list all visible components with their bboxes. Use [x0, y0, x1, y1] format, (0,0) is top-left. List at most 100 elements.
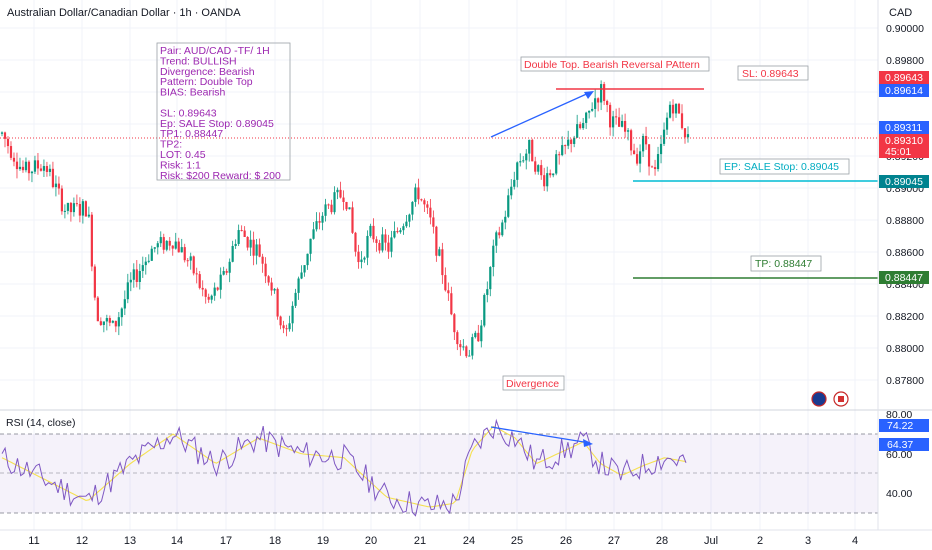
info-line: Trend: BULLISH: [160, 55, 237, 67]
cad-flag-leaf: [838, 396, 844, 402]
candle-body: [585, 112, 588, 123]
candle-body: [96, 297, 99, 322]
candle-body: [513, 179, 516, 187]
candle-body: [69, 202, 72, 213]
candle-body: [333, 192, 336, 213]
candle-body: [686, 134, 690, 138]
rsi-line: [1, 418, 687, 517]
time-tick-label: 25: [511, 535, 523, 547]
price-tick-label: 0.88600: [886, 247, 924, 259]
rsi-divergence-arrow[interactable]: [490, 426, 591, 444]
candle-body: [357, 251, 360, 263]
candle-body: [414, 187, 417, 202]
time-tick-label: 2: [757, 535, 763, 547]
candle-body: [393, 231, 396, 238]
candle-body: [123, 299, 126, 309]
candle-body: [75, 203, 78, 205]
rsi-scale[interactable]: 80.00 60.00 40.00: [886, 409, 912, 500]
candle-body: [525, 153, 528, 161]
candle-body: [156, 243, 159, 248]
candle-body: [354, 232, 357, 252]
candle-body: [144, 261, 147, 266]
candle-body: [117, 317, 120, 327]
time-tick-label: 20: [365, 535, 377, 547]
candle-body: [644, 136, 648, 145]
candle-body: [27, 161, 31, 174]
candle-body: [456, 332, 459, 345]
candle-body: [372, 225, 375, 240]
candle-body: [153, 247, 156, 249]
candle-body: [102, 321, 105, 325]
candle-body: [435, 226, 438, 256]
upper-price-text: 0.89311: [885, 122, 922, 134]
candle-body: [423, 200, 426, 205]
time-tick-label: 17: [220, 535, 232, 547]
candle-body: [249, 239, 252, 248]
info-line: Ep: SALE Stop: 0.89045: [160, 118, 274, 130]
high-price-text: 0.89614: [885, 85, 923, 97]
candle-body: [573, 137, 576, 144]
candle-body: [471, 337, 474, 356]
candle-body: [285, 328, 288, 330]
candle-body: [204, 289, 207, 297]
candle-body: [222, 271, 225, 275]
candle-body: [351, 207, 354, 233]
time-axis[interactable]: 11 12 13 14 17 18 19 20 21 24 25 26 27 28 Jul 2 3 4: [28, 535, 858, 547]
candle-body: [582, 122, 585, 129]
price-grid: [0, 27, 878, 381]
candle-body: [39, 168, 43, 171]
candle-body: [207, 296, 210, 300]
candle-body: [498, 232, 501, 236]
candle-body: [420, 199, 423, 201]
candle-body: [258, 244, 261, 257]
candle-body: [51, 168, 55, 188]
candle-body: [132, 269, 135, 280]
candle-body: [273, 288, 276, 291]
aud-flag-icon[interactable]: [811, 391, 827, 407]
candle-body: [18, 166, 22, 170]
candle-body: [66, 202, 70, 211]
candle-body: [336, 189, 339, 193]
ep-price-text: 0.89045: [885, 176, 923, 188]
candle-body: [656, 154, 660, 170]
candle-body: [228, 261, 231, 273]
candle-body: [618, 117, 621, 127]
info-line: LOT: 0.45: [160, 149, 206, 161]
candle-body: [531, 139, 534, 162]
price-divergence-arrow[interactable]: [490, 91, 592, 138]
candle-body: [665, 117, 669, 130]
candle-body: [558, 154, 561, 156]
sl-price-tag: [879, 71, 929, 84]
info-line: Pattern: Double Top: [160, 76, 253, 88]
rsi-value-tag: [879, 419, 929, 432]
candle-body: [659, 143, 663, 155]
time-tick-label: Jul: [704, 535, 718, 547]
candle-body: [615, 116, 618, 118]
candle-body: [465, 346, 468, 357]
rsi-value2-text: 64.37: [887, 439, 913, 451]
candle-body: [564, 145, 567, 147]
rsi-band: [0, 434, 878, 513]
time-tick-label: 19: [317, 535, 329, 547]
candle-body: [252, 239, 255, 256]
rsi-ma-line: [1, 425, 687, 508]
candle-body: [279, 316, 282, 326]
candle-body: [477, 332, 480, 342]
candle-body: [528, 139, 531, 154]
time-tick-label: 11: [28, 535, 39, 547]
candle-body: [270, 282, 273, 291]
candle-body: [198, 274, 201, 288]
candle-body: [159, 237, 162, 244]
candle-body: [201, 287, 204, 290]
candle-body: [84, 201, 87, 217]
candle-body: [510, 186, 513, 196]
candle-body: [174, 241, 177, 249]
candle-body: [213, 287, 216, 296]
candle-body: [609, 104, 612, 128]
candle-body: [444, 275, 447, 291]
candle-body: [516, 162, 519, 180]
candle-body: [240, 230, 243, 232]
candle-body: [126, 282, 129, 300]
candle-body: [677, 103, 681, 114]
